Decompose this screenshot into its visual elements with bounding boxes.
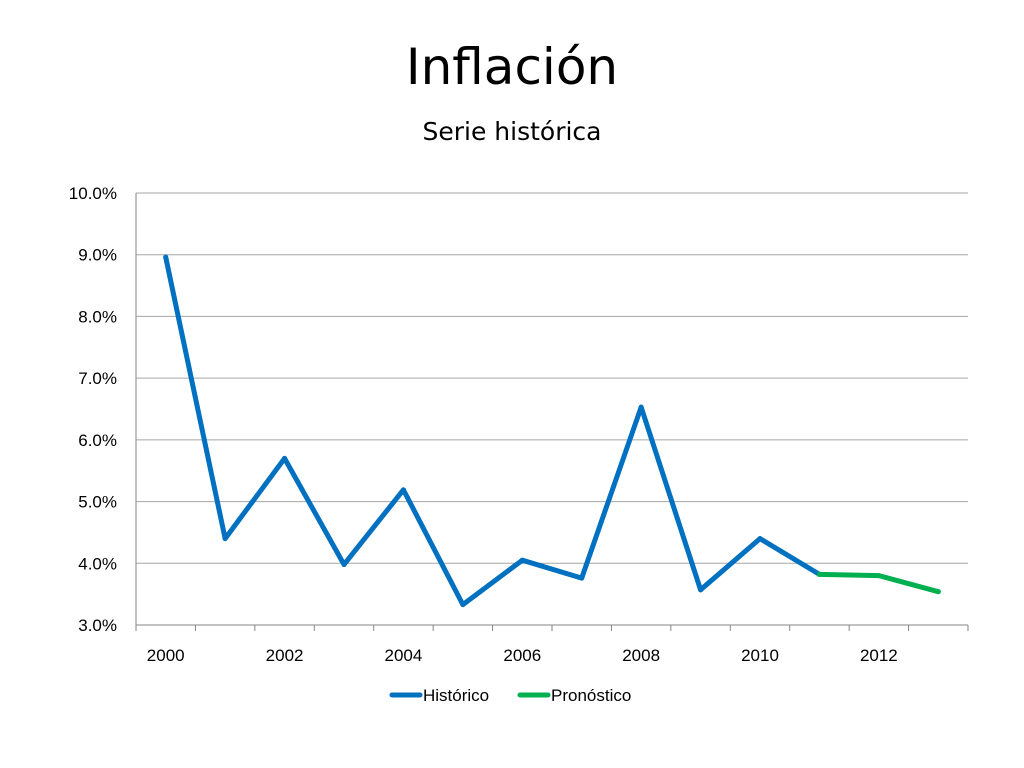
data-point bbox=[757, 536, 763, 542]
data-point bbox=[638, 404, 644, 410]
x-tick-label: 2004 bbox=[385, 646, 423, 665]
y-tick-label: 7.0% bbox=[78, 369, 117, 388]
y-tick-label: 3.0% bbox=[78, 616, 117, 635]
x-tick-label: 2006 bbox=[503, 646, 541, 665]
x-tick-label: 2002 bbox=[266, 646, 304, 665]
data-point bbox=[698, 587, 704, 593]
slide-subtitle: Serie histórica bbox=[422, 117, 602, 146]
data-point bbox=[935, 589, 941, 595]
chart-series bbox=[163, 254, 941, 608]
x-tick-label: 2010 bbox=[741, 646, 779, 665]
legend-label: Pronóstico bbox=[551, 686, 631, 705]
data-point bbox=[400, 487, 406, 493]
chart-legend: Histórico Pronóstico bbox=[389, 686, 631, 705]
y-tick-label: 5.0% bbox=[78, 493, 117, 512]
data-point bbox=[816, 571, 822, 577]
data-point bbox=[163, 254, 169, 260]
y-tick-label: 6.0% bbox=[78, 431, 117, 450]
y-tick-label: 4.0% bbox=[78, 554, 117, 573]
data-point bbox=[222, 536, 228, 542]
y-tick-label: 8.0% bbox=[78, 307, 117, 326]
data-point bbox=[341, 562, 347, 568]
series-line-historico bbox=[163, 254, 822, 608]
data-point bbox=[460, 602, 466, 608]
x-tick-label: 2008 bbox=[622, 646, 660, 665]
x-tick-label: 2000 bbox=[147, 646, 185, 665]
chart-axes: 3.0% 4.0% 5.0% 6.0% 7.0% 8.0% 9.0% 10.0% 2000 200… bbox=[69, 184, 969, 665]
data-point bbox=[579, 575, 585, 581]
data-point bbox=[519, 557, 525, 563]
legend-label: Histórico bbox=[423, 686, 489, 705]
x-tick-label: 2012 bbox=[860, 646, 898, 665]
grid-lines bbox=[136, 192, 968, 626]
y-tick-label: 9.0% bbox=[78, 246, 117, 265]
data-point bbox=[282, 455, 288, 461]
data-point bbox=[876, 573, 882, 579]
y-tick-label: 10.0% bbox=[69, 184, 117, 203]
slide-title: Inflación bbox=[405, 38, 619, 96]
